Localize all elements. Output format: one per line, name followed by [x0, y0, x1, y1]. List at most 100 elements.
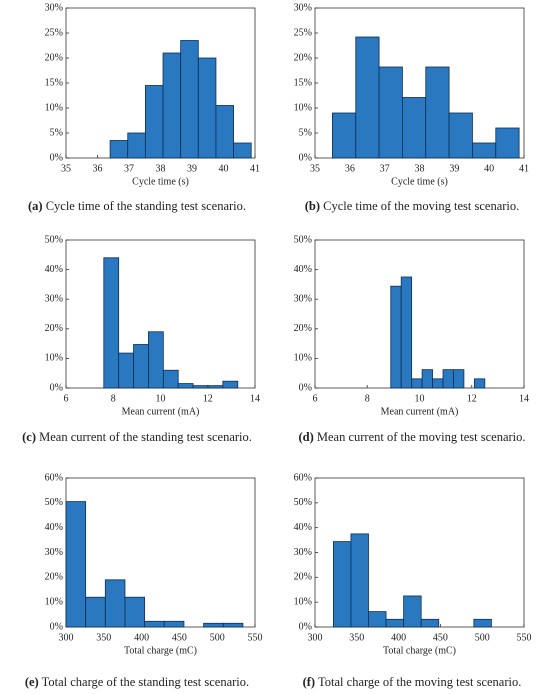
x-tick-label: 39 — [187, 163, 197, 174]
y-tick-label: 20% — [45, 323, 63, 334]
caption-label: (e) — [25, 675, 39, 689]
bar — [432, 378, 444, 389]
caption-text: Cycle time of the standing test scenario… — [46, 199, 246, 213]
x-tick-label: 37 — [124, 163, 134, 174]
bar — [332, 541, 352, 628]
bar — [425, 66, 450, 159]
y-tick-label: 0% — [50, 382, 63, 393]
y-tick-label: 0% — [50, 152, 63, 163]
x-tick-label: 400 — [134, 632, 149, 643]
caption-label: (b) — [305, 199, 320, 213]
x-tick-label: 450 — [172, 632, 187, 643]
x-tick-label: 12 — [203, 393, 213, 404]
y-tick-label: 15% — [45, 77, 63, 88]
bar — [495, 127, 520, 159]
bar — [144, 620, 165, 628]
bar — [162, 52, 182, 159]
bar — [192, 385, 209, 389]
y-tick-label: 30% — [45, 293, 63, 304]
y-tick-label: 40% — [45, 264, 63, 275]
bar — [368, 611, 387, 628]
x-tick-label: 41 — [519, 163, 529, 174]
y-tick-label: 50% — [294, 497, 312, 508]
y-tick-label: 30% — [294, 547, 312, 558]
x-tick-label: 38 — [415, 163, 425, 174]
y-tick-label: 30% — [45, 2, 63, 13]
bar — [378, 66, 403, 159]
x-tick-label: 500 — [475, 632, 490, 643]
x-tick-label: 8 — [111, 393, 116, 404]
x-tick-label: 350 — [349, 632, 364, 643]
x-tick-label: 37 — [380, 163, 390, 174]
x-tick-label: 40 — [219, 163, 229, 174]
y-tick-label: 10% — [294, 353, 312, 364]
bar — [103, 257, 120, 389]
x-axis-label: Total charge (mC) — [124, 645, 197, 656]
caption-text: Mean current of the standing test scenar… — [39, 430, 252, 444]
y-tick-label: 40% — [294, 264, 312, 275]
y-tick-label: 0% — [299, 152, 312, 163]
y-tick-label: 25% — [294, 27, 312, 38]
x-tick-label: 450 — [433, 632, 448, 643]
y-tick-label: 30% — [294, 293, 312, 304]
bar — [442, 369, 454, 389]
caption-label: (d) — [298, 430, 313, 444]
y-tick-label: 50% — [45, 497, 63, 508]
x-tick-label: 550 — [248, 632, 263, 643]
y-tick-label: 5% — [50, 127, 63, 138]
caption-label: (a) — [28, 199, 43, 213]
y-tick-label: 0% — [50, 621, 63, 632]
plot-frame — [314, 239, 525, 389]
caption-text: Total charge of the standing test scenar… — [42, 675, 250, 689]
x-tick-label: 35 — [61, 163, 71, 174]
bar — [109, 140, 129, 159]
y-tick-label: 10% — [45, 102, 63, 113]
bar — [400, 276, 413, 389]
y-tick-label: 20% — [45, 572, 63, 583]
bar — [118, 352, 134, 389]
caption: (e) Total charge of the standing test sc… — [25, 675, 249, 689]
y-tick-label: 0% — [299, 382, 312, 393]
caption: (d) Mean current of the moving test scen… — [298, 430, 525, 444]
y-tick-label: 40% — [294, 522, 312, 533]
bar — [215, 105, 234, 159]
y-tick-label: 15% — [294, 77, 312, 88]
bar — [453, 369, 465, 389]
bar — [402, 97, 427, 159]
y-tick-label: 30% — [294, 2, 312, 13]
y-tick-label: 30% — [45, 547, 63, 558]
bar — [350, 533, 369, 628]
bar — [390, 285, 402, 389]
bar — [162, 369, 179, 389]
y-tick-label: 10% — [294, 102, 312, 113]
x-tick-label: 500 — [210, 632, 225, 643]
caption-text: Mean current of the moving test scenario… — [317, 430, 526, 444]
bar — [473, 618, 492, 628]
caption-label: (f) — [303, 675, 316, 689]
x-axis-label: Cycle time (s) — [132, 176, 189, 187]
caption-text: Cycle time of the moving test scenario. — [323, 199, 519, 213]
bar — [203, 622, 224, 628]
caption: (b) Cycle time of the moving test scenar… — [305, 199, 520, 213]
bar — [197, 57, 217, 159]
x-tick-label: 36 — [345, 163, 355, 174]
y-tick-label: 20% — [294, 323, 312, 334]
bar — [421, 369, 433, 389]
bar — [177, 383, 194, 389]
x-axis-label: Mean current (mA) — [122, 406, 200, 417]
bar — [448, 112, 473, 159]
bar — [385, 618, 405, 628]
y-tick-label: 10% — [45, 596, 63, 607]
bar — [65, 501, 87, 628]
y-tick-label: 20% — [294, 572, 312, 583]
x-tick-label: 10 — [415, 393, 425, 404]
x-tick-label: 14 — [519, 393, 529, 404]
y-tick-label: 60% — [294, 472, 312, 483]
bar — [473, 378, 486, 389]
x-tick-label: 35 — [310, 163, 320, 174]
x-tick-label: 400 — [391, 632, 406, 643]
x-axis-label: Cycle time (s) — [391, 176, 448, 187]
bar — [85, 596, 106, 628]
bar — [332, 112, 357, 159]
